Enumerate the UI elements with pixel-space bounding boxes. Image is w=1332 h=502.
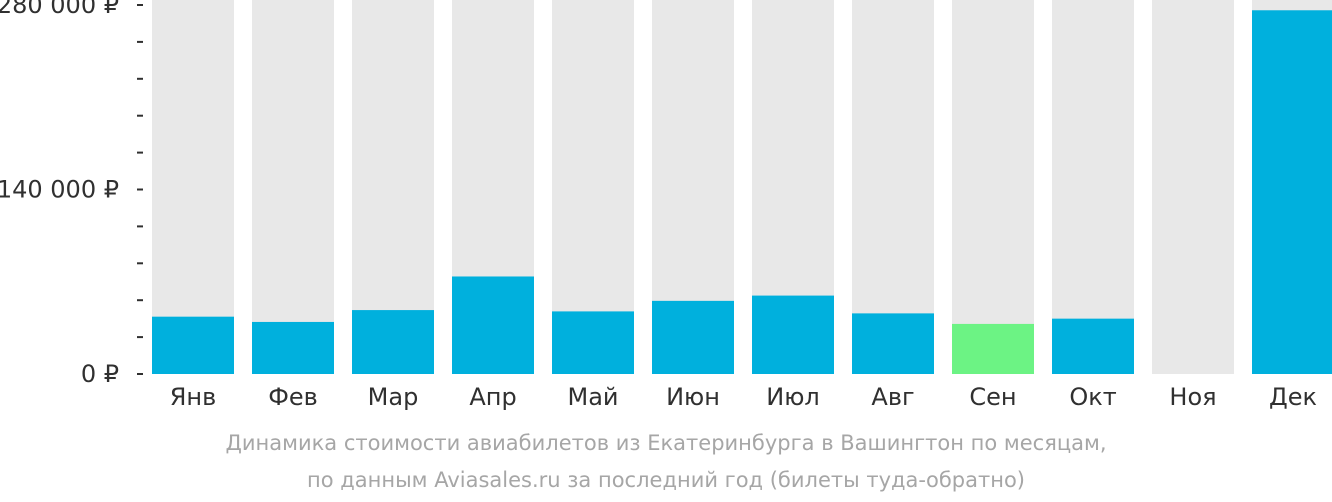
x-tick-label: Июн [666,383,720,411]
bar-3[interactable] [352,310,434,374]
bar-background-11 [1152,0,1234,374]
chart-caption-line-2: по данным Aviasales.ru за последний год … [307,468,1025,492]
bar-9[interactable] [952,323,1034,374]
y-tick-label: 0 ₽ [81,360,119,388]
y-tick-label: 140 000 ₽ [0,176,119,204]
chart-caption-line-1: Динамика стоимости авиабилетов из Екатер… [225,431,1107,455]
bar-background-9 [952,0,1034,374]
bar-background-8 [852,0,934,374]
y-axis: 0 ₽ 140 000 ₽ 280 000 ₽ [0,0,143,388]
x-tick-label: Дек [1269,383,1317,411]
x-tick-label: Сен [969,383,1016,411]
bar-2[interactable] [252,321,334,374]
bar-7[interactable] [752,295,834,374]
x-tick-label: Окт [1069,383,1116,411]
x-tick-label: Мар [368,383,419,411]
bar-background-10 [1052,0,1134,374]
bar-1[interactable] [152,316,234,374]
bar-background-1 [152,0,234,374]
bar-12[interactable] [1252,10,1332,375]
x-axis: Янв Фев Мар Апр Май Июн Июл Авг Сен Окт Ноя Дек [170,383,1317,411]
bar-10[interactable] [1052,318,1134,374]
bars-group [152,10,1332,375]
bar-8[interactable] [852,313,934,374]
x-tick-label: Июл [766,383,820,411]
background-columns [152,0,1332,374]
y-tick-label: 280 000 ₽ [0,0,119,19]
x-tick-label: Янв [170,383,217,411]
x-tick-label: Авг [871,383,914,411]
bar-5[interactable] [552,311,634,374]
x-tick-label: Ноя [1169,383,1216,411]
x-tick-label: Фев [268,383,318,411]
bar-6[interactable] [652,300,734,374]
bar-4[interactable] [452,276,534,374]
bar-background-2 [252,0,334,374]
x-tick-label: Май [567,383,618,411]
x-tick-label: Апр [469,383,516,411]
